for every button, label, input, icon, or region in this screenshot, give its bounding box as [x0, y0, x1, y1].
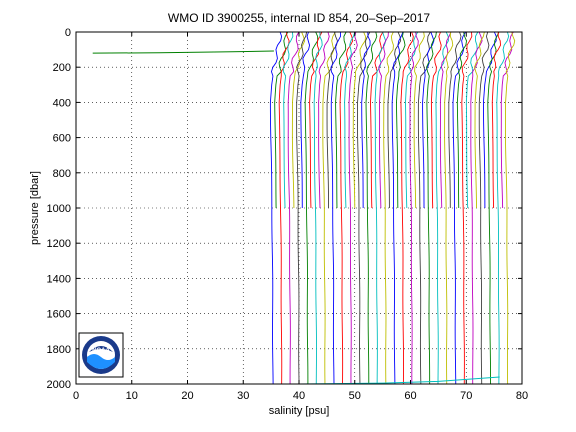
axis-ticks: 0 10 20 30 40 50 60 70 8002004006008001000120014…	[47, 27, 529, 402]
profile-line	[274, 31, 289, 209]
x-tick-label: 50	[349, 390, 361, 402]
y-tick-label: 2000	[47, 379, 71, 391]
profile-line	[400, 31, 414, 385]
profile-line	[361, 31, 371, 209]
profile-line	[322, 31, 336, 385]
profile-line	[444, 31, 454, 385]
profile-line	[348, 31, 358, 385]
y-tick-label: 1000	[47, 203, 71, 215]
x-tick-label: 80	[516, 390, 528, 402]
y-axis-title: pressure [dbar]	[29, 171, 41, 245]
profile-line	[439, 31, 452, 209]
profile-line	[300, 31, 310, 209]
profile-line	[500, 31, 514, 209]
profile-line	[505, 31, 516, 385]
profile-line	[474, 31, 485, 209]
profile-line	[313, 31, 323, 385]
profile-line	[391, 31, 404, 385]
profile-line	[409, 31, 419, 385]
profile-line	[370, 31, 384, 209]
profile-line	[387, 31, 402, 209]
profile-line	[352, 31, 366, 209]
y-tick-label: 1600	[47, 309, 71, 321]
profile-line	[365, 31, 378, 385]
profile-line	[282, 31, 294, 209]
profile-line	[478, 31, 490, 385]
x-tick-label: 20	[181, 390, 193, 402]
profile-line	[487, 31, 500, 385]
logo-text: NOAA	[92, 348, 110, 354]
profile-line	[304, 31, 319, 385]
profile-line	[448, 31, 462, 209]
profile-line	[405, 31, 419, 209]
profile-series	[269, 31, 516, 385]
x-tick-label: 0	[73, 390, 79, 402]
x-tick-label: 70	[460, 390, 472, 402]
profile-line	[378, 31, 389, 209]
y-tick-label: 200	[53, 62, 71, 74]
x-tick-label: 30	[237, 390, 249, 402]
profile-line	[496, 31, 510, 385]
chart-title: WMO ID 3900255, internal ID 854, 20–Sep–…	[168, 11, 430, 25]
profile-line	[296, 31, 308, 385]
profile-line	[309, 31, 323, 209]
profile-line	[396, 31, 406, 209]
profile-line	[357, 31, 371, 385]
noaa-logo: NOAA	[78, 332, 124, 378]
x-axis-title: salinity [psu]	[269, 405, 330, 417]
y-tick-label: 600	[53, 133, 71, 145]
profile-line	[491, 31, 501, 209]
y-tick-label: 1200	[47, 238, 71, 250]
profile-line	[456, 31, 467, 209]
profile-line	[413, 31, 425, 209]
profile-line	[287, 31, 300, 385]
profile-line	[326, 31, 338, 209]
profile-line	[278, 31, 290, 385]
y-tick-label: 400	[53, 97, 71, 109]
y-tick-label: 800	[53, 168, 71, 180]
profile-line	[465, 31, 479, 209]
logo-bird-icon	[89, 346, 113, 352]
profile-line	[417, 31, 431, 385]
logo-wave-icon	[87, 354, 115, 369]
profile-line	[452, 31, 466, 385]
x-tick-label: 40	[293, 390, 305, 402]
profile-line	[335, 31, 347, 209]
y-tick-label: 1800	[47, 344, 71, 356]
profile-line	[461, 31, 473, 385]
profile-line	[435, 31, 449, 385]
x-tick-label: 60	[404, 390, 416, 402]
profile-line	[426, 31, 437, 385]
x-tick-label: 10	[126, 390, 138, 402]
profile-line	[430, 31, 442, 209]
profile-line	[374, 31, 387, 385]
profile-line	[269, 31, 283, 385]
profile-line	[344, 31, 356, 209]
profile-line	[470, 31, 483, 385]
profile-line	[330, 31, 341, 385]
profile-line	[483, 31, 497, 209]
anomaly-line	[92, 50, 274, 54]
y-tick-label: 0	[65, 27, 71, 39]
profile-line	[383, 31, 394, 385]
profile-line	[422, 31, 435, 209]
profile-line	[318, 31, 330, 209]
y-tick-label: 1400	[47, 273, 71, 285]
profile-line	[339, 31, 354, 385]
